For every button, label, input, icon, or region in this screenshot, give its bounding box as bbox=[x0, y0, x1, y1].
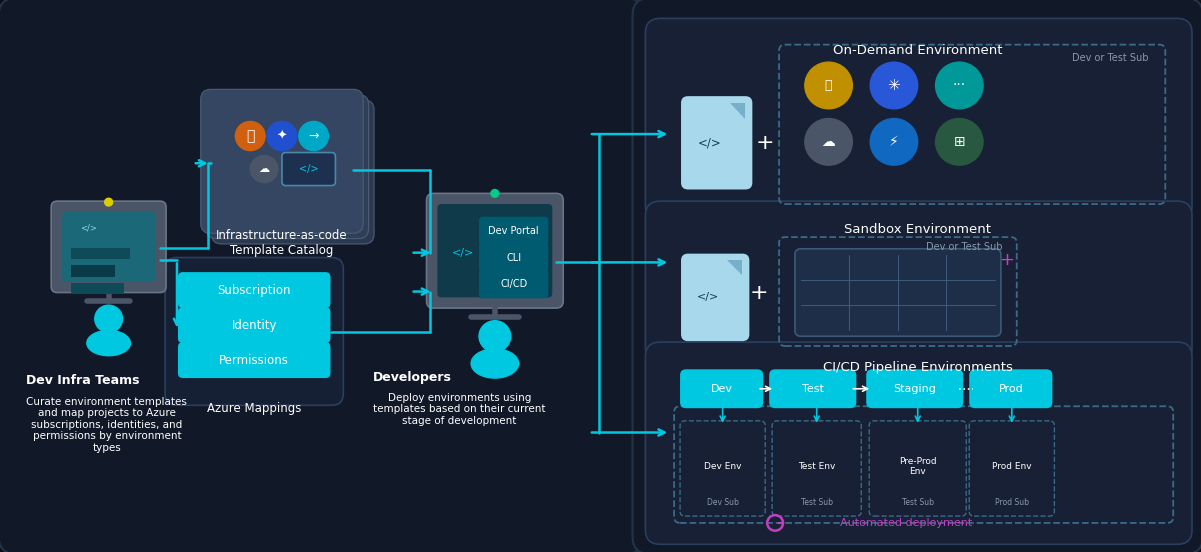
Text: </>: </> bbox=[697, 293, 719, 302]
Circle shape bbox=[491, 189, 498, 197]
FancyBboxPatch shape bbox=[178, 307, 330, 343]
Text: Permissions: Permissions bbox=[220, 354, 289, 367]
FancyBboxPatch shape bbox=[681, 96, 752, 189]
Circle shape bbox=[104, 198, 113, 206]
Text: +: + bbox=[749, 284, 769, 304]
Text: Dev Env: Dev Env bbox=[704, 462, 741, 471]
FancyBboxPatch shape bbox=[52, 201, 166, 293]
FancyBboxPatch shape bbox=[178, 272, 330, 308]
Text: Test Env: Test Env bbox=[797, 462, 836, 471]
Text: ⏻: ⏻ bbox=[246, 129, 255, 143]
FancyBboxPatch shape bbox=[165, 258, 343, 405]
FancyBboxPatch shape bbox=[479, 217, 549, 246]
FancyBboxPatch shape bbox=[795, 249, 1000, 336]
Text: </>: </> bbox=[452, 248, 474, 258]
Text: CI/CD Pipeline Environments: CI/CD Pipeline Environments bbox=[823, 361, 1012, 374]
Text: CI/CD: CI/CD bbox=[500, 279, 527, 289]
Text: ✳: ✳ bbox=[888, 78, 901, 93]
Circle shape bbox=[936, 119, 984, 165]
Ellipse shape bbox=[471, 349, 519, 378]
FancyBboxPatch shape bbox=[178, 342, 330, 378]
Text: Azure Mappings: Azure Mappings bbox=[207, 402, 301, 415]
FancyBboxPatch shape bbox=[437, 204, 552, 298]
Ellipse shape bbox=[86, 331, 131, 355]
FancyBboxPatch shape bbox=[645, 18, 1193, 221]
Text: Dev or Test Sub: Dev or Test Sub bbox=[1072, 53, 1148, 63]
Text: ···: ··· bbox=[952, 78, 966, 93]
Text: Prod Env: Prod Env bbox=[992, 462, 1032, 471]
Circle shape bbox=[871, 119, 918, 165]
Text: Test: Test bbox=[802, 384, 824, 394]
Text: Sandbox Environment: Sandbox Environment bbox=[844, 223, 991, 236]
Text: Dev: Dev bbox=[711, 384, 733, 394]
Text: Dev Sub: Dev Sub bbox=[706, 498, 739, 507]
Circle shape bbox=[250, 156, 277, 183]
FancyBboxPatch shape bbox=[866, 369, 963, 408]
Text: ☁: ☁ bbox=[821, 135, 836, 149]
Bar bbox=[71, 266, 114, 277]
Text: Test Sub: Test Sub bbox=[902, 498, 933, 507]
FancyBboxPatch shape bbox=[207, 95, 369, 238]
Circle shape bbox=[805, 119, 853, 165]
Polygon shape bbox=[727, 261, 742, 275]
Bar bbox=[71, 283, 125, 294]
Text: Developers: Developers bbox=[374, 370, 452, 384]
Text: Prod Sub: Prod Sub bbox=[994, 498, 1029, 507]
Circle shape bbox=[871, 62, 918, 109]
FancyBboxPatch shape bbox=[201, 89, 363, 233]
Circle shape bbox=[805, 62, 853, 109]
Text: On-Demand Environment: On-Demand Environment bbox=[833, 44, 1003, 57]
FancyBboxPatch shape bbox=[645, 342, 1193, 544]
FancyBboxPatch shape bbox=[479, 243, 549, 272]
FancyBboxPatch shape bbox=[479, 269, 549, 299]
Text: </>: </> bbox=[80, 224, 97, 233]
Text: Deploy environments using
templates based on their current
stage of development: Deploy environments using templates base… bbox=[374, 392, 545, 426]
FancyBboxPatch shape bbox=[645, 201, 1193, 363]
Text: </>: </> bbox=[698, 136, 722, 150]
Circle shape bbox=[479, 321, 510, 352]
FancyBboxPatch shape bbox=[0, 0, 644, 552]
Text: ✦: ✦ bbox=[276, 130, 287, 142]
Circle shape bbox=[235, 121, 265, 151]
FancyBboxPatch shape bbox=[282, 152, 335, 185]
Text: CLI: CLI bbox=[506, 252, 521, 263]
Text: Automated deployment: Automated deployment bbox=[839, 518, 972, 528]
Text: Test Sub: Test Sub bbox=[801, 498, 832, 507]
Bar bbox=[71, 248, 131, 259]
Circle shape bbox=[95, 305, 123, 332]
FancyBboxPatch shape bbox=[426, 193, 563, 308]
FancyBboxPatch shape bbox=[633, 0, 1201, 552]
Text: ☁: ☁ bbox=[258, 164, 270, 174]
FancyBboxPatch shape bbox=[62, 212, 155, 282]
Text: ⊞: ⊞ bbox=[954, 135, 966, 149]
Circle shape bbox=[267, 121, 297, 151]
Text: Subscription: Subscription bbox=[217, 284, 291, 296]
Text: Infrastructure-as-code
Template Catalog: Infrastructure-as-code Template Catalog bbox=[216, 229, 348, 257]
Text: Dev Infra Teams: Dev Infra Teams bbox=[26, 374, 141, 388]
Text: ⚡: ⚡ bbox=[889, 135, 898, 149]
Circle shape bbox=[936, 62, 984, 109]
FancyBboxPatch shape bbox=[681, 253, 749, 341]
Text: Prod: Prod bbox=[998, 384, 1023, 394]
Circle shape bbox=[299, 121, 329, 151]
Text: +: + bbox=[999, 252, 1015, 269]
Text: Curate environment templates
and map projects to Azure
subscriptions, identities: Curate environment templates and map pro… bbox=[26, 396, 187, 453]
FancyBboxPatch shape bbox=[211, 100, 374, 244]
Text: Dev or Test Sub: Dev or Test Sub bbox=[926, 242, 1003, 252]
Text: +: + bbox=[755, 133, 775, 153]
FancyBboxPatch shape bbox=[680, 369, 764, 408]
Text: Dev Portal: Dev Portal bbox=[489, 226, 539, 236]
Text: 🔑: 🔑 bbox=[825, 79, 832, 92]
FancyBboxPatch shape bbox=[969, 369, 1052, 408]
Text: Staging: Staging bbox=[894, 384, 937, 394]
Polygon shape bbox=[729, 103, 746, 119]
Text: Pre-Prod
Env: Pre-Prod Env bbox=[898, 457, 937, 476]
Text: Identity: Identity bbox=[232, 319, 277, 332]
FancyBboxPatch shape bbox=[769, 369, 856, 408]
Text: →: → bbox=[309, 130, 319, 142]
Text: </>: </> bbox=[299, 164, 318, 174]
